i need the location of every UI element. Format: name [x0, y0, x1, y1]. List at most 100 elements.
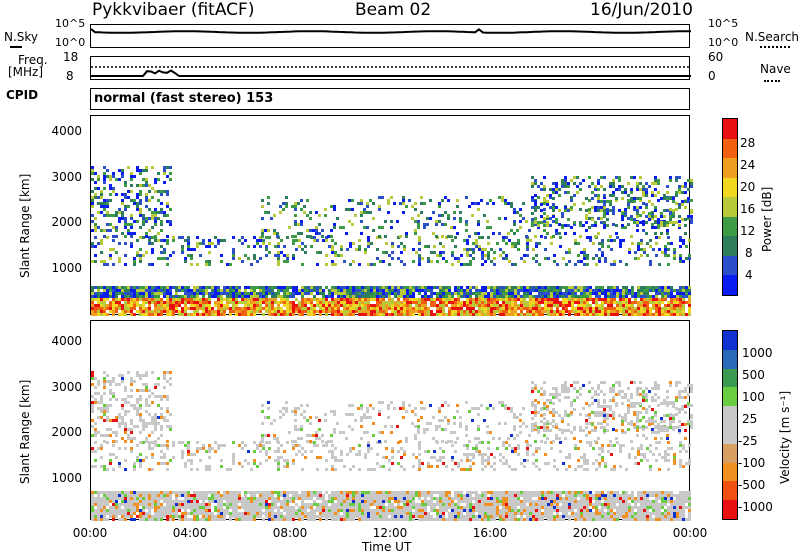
velocity-cell [568, 503, 571, 506]
power-cell [157, 313, 160, 316]
power-cell [286, 310, 289, 313]
power-cell [666, 191, 669, 194]
power-cell [265, 236, 268, 239]
power-cell [603, 221, 606, 224]
velocity-cell [625, 515, 628, 518]
power-cell [481, 263, 484, 266]
velocity-cell [559, 497, 562, 500]
velocity-cell [439, 500, 442, 503]
velocity-cell [103, 506, 106, 509]
power-cell [484, 286, 487, 289]
power-cell [559, 301, 562, 304]
velocity-cell [526, 500, 529, 503]
power-cell [193, 295, 196, 298]
power-cell [97, 307, 100, 310]
power-cell [688, 295, 691, 298]
velocity-cell [169, 518, 172, 521]
velocity-cell [490, 497, 493, 500]
velocity-cell [463, 509, 466, 512]
power-cell [559, 295, 562, 298]
velocity-cell [385, 512, 388, 515]
power-cell [493, 307, 496, 310]
velocity-cell [115, 500, 118, 503]
velocity-cell [265, 494, 268, 497]
power-cell [558, 194, 561, 197]
power-cell [454, 236, 457, 239]
power-cell [259, 307, 262, 310]
velocity-cell [181, 515, 184, 518]
power-cell [136, 166, 139, 169]
power-cell [577, 295, 580, 298]
velocity-cell [268, 494, 271, 497]
power-cell [658, 289, 661, 292]
velocity-cell [256, 503, 259, 506]
power-cell [160, 251, 163, 254]
power-cell [687, 179, 690, 182]
power-cell [283, 254, 286, 257]
power-cell [601, 242, 604, 245]
power-cell [136, 220, 139, 223]
velocity-cell [529, 503, 532, 506]
power-cell [418, 286, 421, 289]
power-cell [139, 292, 142, 295]
power-cell [367, 313, 370, 316]
power-cell [271, 289, 274, 292]
power-cell [229, 313, 232, 316]
power-cell [673, 254, 676, 257]
power-cell [307, 301, 310, 304]
velocity-cell [382, 512, 385, 515]
power-cell [304, 301, 307, 304]
power-cell [516, 211, 519, 214]
power-cell [550, 310, 553, 313]
power-cell [319, 298, 322, 301]
velocity-cell [202, 491, 205, 494]
power-cell [493, 257, 496, 260]
velocity-cell [373, 509, 376, 512]
power-cell [310, 292, 313, 295]
power-cell [582, 179, 585, 182]
power-cell [648, 200, 651, 203]
velocity-cell [568, 515, 571, 518]
velocity-cell [133, 494, 136, 497]
power-cell [607, 286, 610, 289]
power-cell [405, 232, 408, 235]
velocity-cell [529, 506, 532, 509]
velocity-cell [91, 494, 94, 497]
power-cell [208, 245, 211, 248]
power-cell [211, 295, 214, 298]
velocity-cell [175, 497, 178, 500]
velocity-cell [568, 518, 571, 521]
power-cell [160, 301, 163, 304]
power-cell [408, 199, 411, 202]
power-cell [256, 242, 259, 245]
power-cell [322, 292, 325, 295]
velocity-cell [295, 515, 298, 518]
date-label: 16/Jun/2010 [590, 0, 693, 20]
power-cell [562, 298, 565, 301]
power-cell [537, 206, 540, 209]
velocity-cell [469, 515, 472, 518]
power-cell [559, 245, 562, 248]
power-cell [445, 289, 448, 292]
velocity-cell [448, 497, 451, 500]
power-cell [265, 310, 268, 313]
power-cell [460, 310, 463, 313]
velocity-cell [100, 500, 103, 503]
power-cell [346, 248, 349, 251]
velocity-cell [235, 506, 238, 509]
velocity-cell [565, 494, 568, 497]
power-cell [337, 304, 340, 307]
power-cell [553, 289, 556, 292]
power-cell [583, 298, 586, 301]
velocity-cell [424, 491, 427, 494]
power-cell [403, 289, 406, 292]
velocity-cell [313, 503, 316, 506]
velocity-cell [136, 494, 139, 497]
power-cell [361, 295, 364, 298]
power-cell [325, 313, 328, 316]
power-cell [397, 295, 400, 298]
velocity-cell [439, 497, 442, 500]
power-cell [606, 218, 609, 221]
velocity-cell [421, 491, 424, 494]
power-cell [523, 301, 526, 304]
